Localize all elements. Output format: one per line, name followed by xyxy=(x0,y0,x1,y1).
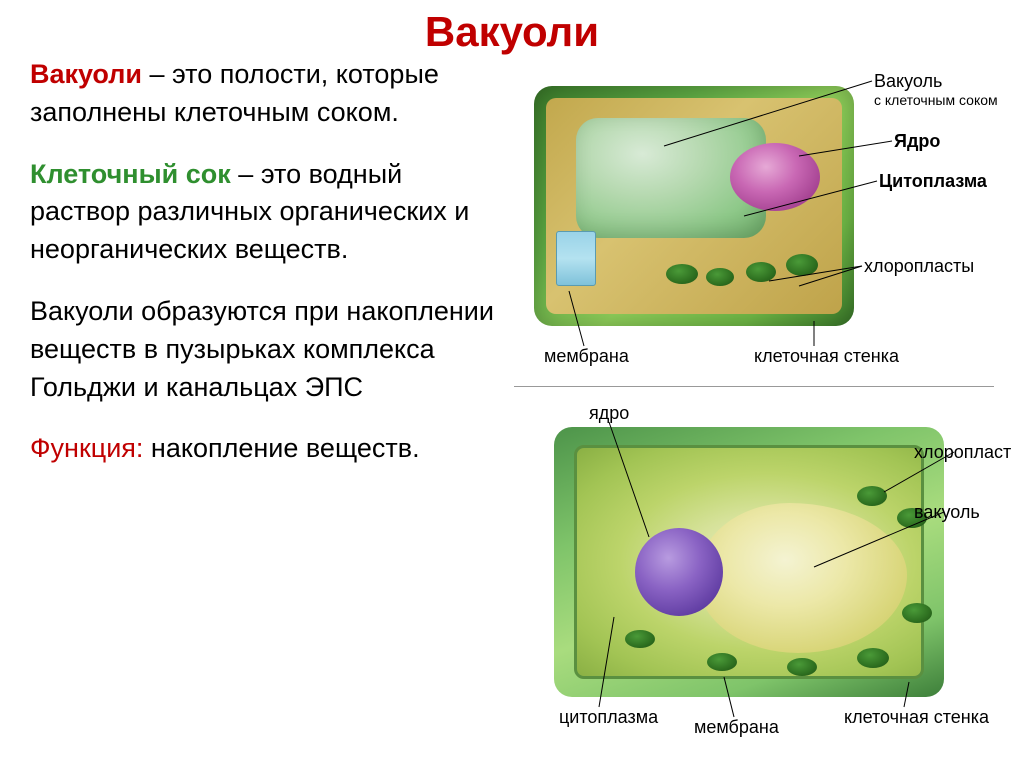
label-vacuole: Вакуоль xyxy=(874,71,942,92)
function-rest: накопление веществ. xyxy=(143,433,419,463)
chloroplast-shape xyxy=(706,268,734,286)
title-text: Вакуоли xyxy=(425,8,599,55)
label-nucleus-2: ядро xyxy=(589,403,629,424)
nucleus-shape xyxy=(730,143,820,211)
function-line: Функция: накопление веществ. xyxy=(30,430,504,468)
chloroplast-shape xyxy=(902,603,932,623)
cell-wall-shape xyxy=(534,86,854,326)
cytoplasm-shape-2 xyxy=(574,445,924,679)
nucleus-shape-2 xyxy=(635,528,723,616)
chloroplast-shape xyxy=(857,486,887,506)
definition-cell-sap: Клеточный сок – это водный раствор разли… xyxy=(30,156,504,269)
formation-text: Вакуоли образуются при накоплении вещест… xyxy=(30,293,504,406)
cell-diagram-top: Вакуоль с клеточным соком Ядро Цитоплазм… xyxy=(514,56,994,376)
label-vacuole-2: вакуоль xyxy=(914,502,980,523)
cell-wall-shape-2 xyxy=(554,427,944,697)
cytoplasm-shape xyxy=(546,98,842,314)
label-vacuole-sub: с клеточным соком xyxy=(874,92,998,108)
chloroplast-shape xyxy=(746,262,776,282)
label-membrane-2: мембрана xyxy=(694,717,779,738)
chloroplast-shape xyxy=(857,648,889,668)
label-cell-wall: клеточная стенка xyxy=(754,346,899,367)
page-title: Вакуоли xyxy=(0,0,1024,56)
label-cell-wall-2: клеточная стенка xyxy=(844,707,989,728)
chloroplast-shape xyxy=(707,653,737,671)
label-chloroplast-2: хлоропласт xyxy=(914,442,1011,463)
label-chloroplasts: хлоропласты xyxy=(864,256,974,277)
chloroplast-shape xyxy=(666,264,698,284)
membrane-patch xyxy=(556,231,596,286)
label-cytoplasm-2: цитоплазма xyxy=(559,707,658,728)
text-column: Вакуоли – это полости, которые заполнены… xyxy=(30,56,514,756)
label-membrane: мембрана xyxy=(544,346,629,367)
content-area: Вакуоли – это полости, которые заполнены… xyxy=(0,56,1024,756)
term-cell-sap: Клеточный сок xyxy=(30,159,231,189)
cell-diagram-bottom: хлоропласт вакуоль ядро цитоплазма мембр… xyxy=(514,386,994,756)
term-vacuole: Вакуоли xyxy=(30,59,142,89)
label-cytoplasm: Цитоплазма xyxy=(879,171,987,192)
chloroplast-shape xyxy=(625,630,655,648)
vacuole-shape-2 xyxy=(697,503,907,653)
function-label: Функция: xyxy=(30,433,143,463)
chloroplast-shape xyxy=(786,254,818,276)
definition-vacuole: Вакуоли – это полости, которые заполнены… xyxy=(30,56,504,132)
label-nucleus: Ядро xyxy=(894,131,940,152)
chloroplast-shape xyxy=(787,658,817,676)
diagram-column: Вакуоль с клеточным соком Ядро Цитоплазм… xyxy=(514,56,994,756)
